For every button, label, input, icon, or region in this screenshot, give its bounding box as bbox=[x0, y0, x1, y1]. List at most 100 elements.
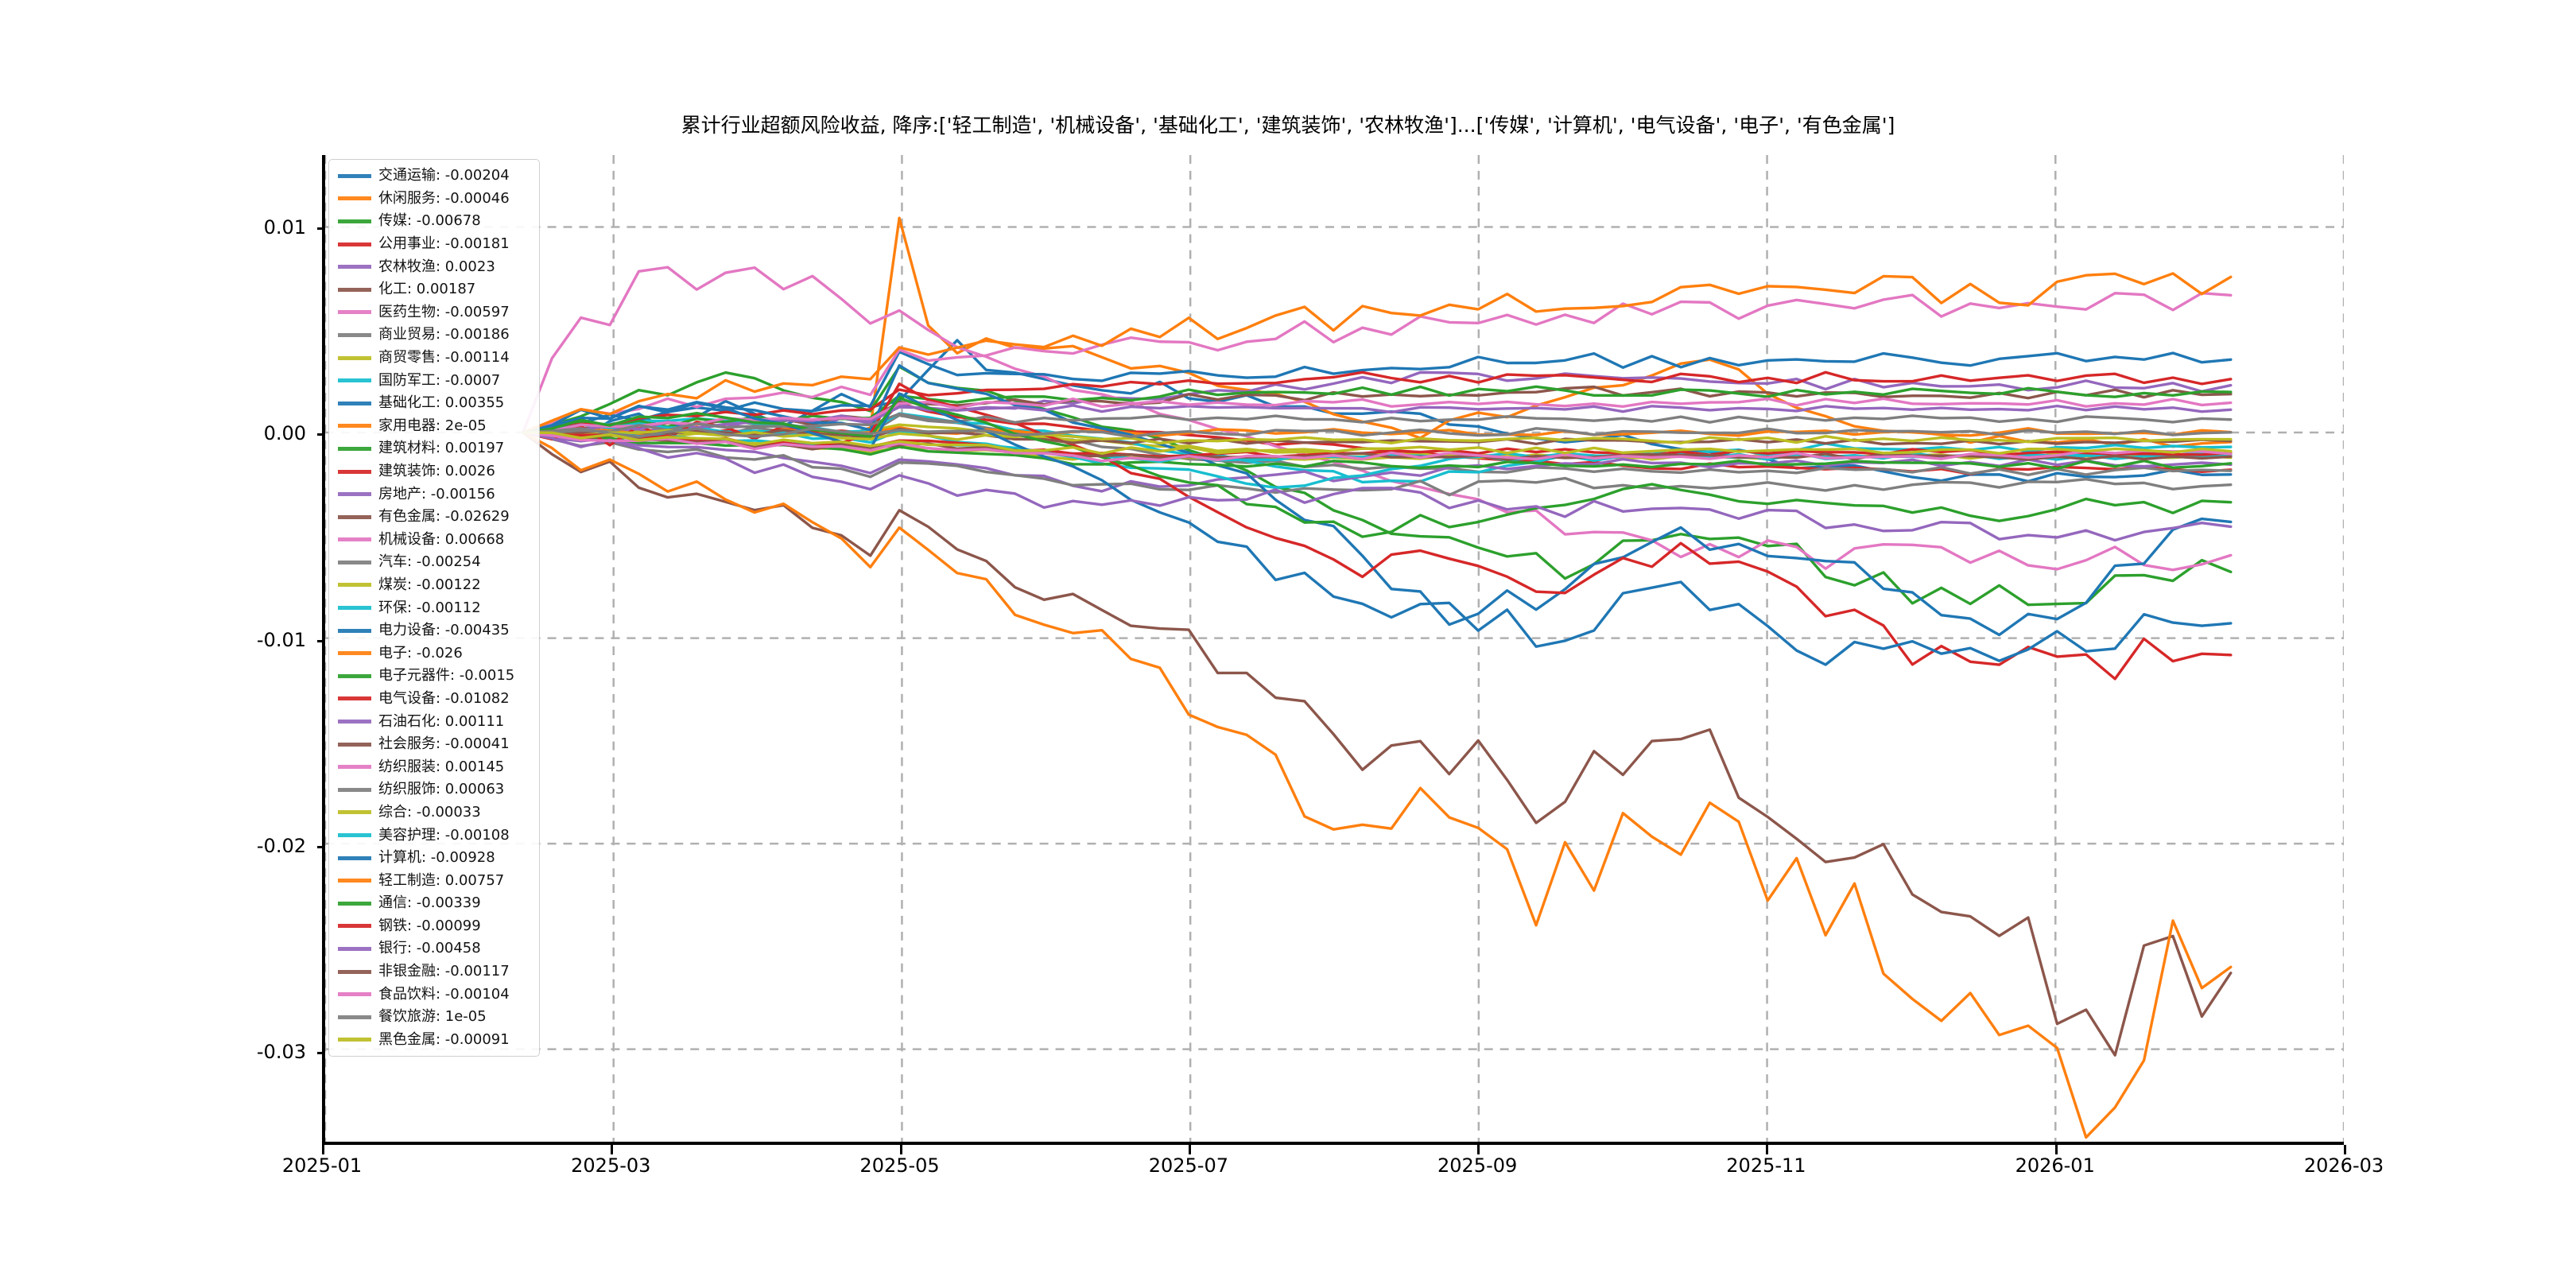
legend-item[interactable]: 医药生物: -0.00597 bbox=[334, 301, 534, 324]
legend-item[interactable]: 电子元器件: -0.0015 bbox=[334, 665, 534, 688]
legend-item[interactable]: 家用电器: 2e-05 bbox=[334, 415, 534, 438]
legend-item[interactable]: 公用事业: -0.00181 bbox=[334, 233, 534, 256]
legend-item[interactable]: 电力设备: -0.00435 bbox=[334, 619, 534, 642]
legend-item-label: 轻工制造: 0.00757 bbox=[378, 871, 505, 889]
legend-item[interactable]: 商业贸易: -0.00186 bbox=[334, 324, 534, 347]
legend-color-swatch bbox=[338, 378, 371, 383]
legend-color-swatch bbox=[338, 469, 371, 474]
legend-item[interactable]: 黑色金属: -0.00091 bbox=[334, 1029, 534, 1052]
legend-item[interactable]: 餐饮旅游: 1e-05 bbox=[334, 1006, 534, 1029]
series-line bbox=[522, 431, 2233, 463]
x-tick-label: 2025-09 bbox=[1437, 1154, 1518, 1177]
series-line bbox=[522, 350, 2233, 434]
x-tick-label: 2025-01 bbox=[281, 1154, 363, 1177]
legend-item[interactable]: 食品饮料: -0.00104 bbox=[334, 983, 534, 1006]
legend-item[interactable]: 综合: -0.00033 bbox=[334, 801, 534, 824]
legend-item[interactable]: 银行: -0.00458 bbox=[334, 937, 534, 960]
y-tick-label: -0.03 bbox=[256, 1041, 306, 1064]
series-line bbox=[522, 397, 2233, 434]
legend-item-label: 家用电器: 2e-05 bbox=[378, 417, 487, 434]
legend-item[interactable]: 化工: 0.00187 bbox=[334, 278, 534, 301]
legend-item[interactable]: 电子: -0.026 bbox=[334, 642, 534, 665]
legend-item[interactable]: 社会服务: -0.00041 bbox=[334, 733, 534, 756]
x-tick-mark bbox=[2344, 1145, 2346, 1154]
plot-area bbox=[322, 155, 2344, 1145]
series-lines-layer bbox=[522, 216, 2233, 1139]
legend-color-swatch bbox=[338, 696, 371, 701]
series-line bbox=[522, 431, 2233, 456]
legend-item[interactable]: 纺织服饰: 0.00063 bbox=[334, 778, 534, 801]
legend-item[interactable]: 交通运输: -0.00204 bbox=[334, 165, 534, 188]
legend-item[interactable]: 商贸零售: -0.00114 bbox=[334, 347, 534, 370]
x-tick-mark bbox=[322, 1145, 324, 1154]
legend-item[interactable]: 美容护理: -0.00108 bbox=[334, 824, 534, 847]
x-tick-mark bbox=[899, 1145, 902, 1154]
legend-color-swatch bbox=[338, 628, 371, 633]
legend-item[interactable]: 传媒: -0.00678 bbox=[334, 210, 534, 233]
legend-item[interactable]: 休闲服务: -0.00046 bbox=[334, 188, 534, 211]
legend-item[interactable]: 计算机: -0.00928 bbox=[334, 847, 534, 870]
legend-item[interactable]: 国防军工: -0.0007 bbox=[334, 369, 534, 392]
legend-item-label: 传媒: -0.00678 bbox=[378, 212, 481, 230]
legend-color-swatch bbox=[338, 651, 371, 656]
legend-item[interactable]: 钢铁: -0.00099 bbox=[334, 915, 534, 938]
legend-item-label: 电力设备: -0.00435 bbox=[378, 622, 510, 639]
x-tick-label: 2026-01 bbox=[2015, 1154, 2095, 1177]
legend-color-swatch bbox=[338, 332, 371, 337]
series-line bbox=[522, 404, 2233, 434]
legend-color-swatch bbox=[338, 1014, 371, 1019]
legend-item[interactable]: 农林牧渔: 0.0023 bbox=[334, 255, 534, 278]
legend-item-label: 医药生物: -0.00597 bbox=[378, 303, 510, 320]
legend-item-label: 银行: -0.00458 bbox=[378, 940, 481, 957]
legend-item[interactable]: 煤炭: -0.00122 bbox=[334, 574, 534, 597]
legend-item[interactable]: 轻工制造: 0.00757 bbox=[334, 869, 534, 892]
legend-color-swatch bbox=[338, 742, 371, 747]
legend-color-swatch bbox=[338, 446, 371, 451]
legend-color-swatch bbox=[338, 720, 371, 724]
legend-color-swatch bbox=[338, 424, 371, 429]
legend-color-swatch bbox=[338, 765, 371, 770]
series-line bbox=[522, 385, 2233, 434]
legend-color-swatch bbox=[338, 879, 371, 883]
series-line bbox=[522, 431, 2233, 493]
legend-item[interactable]: 建筑装饰: 0.0026 bbox=[334, 460, 534, 483]
series-line bbox=[522, 385, 2233, 434]
legend-item-label: 商贸零售: -0.00114 bbox=[378, 349, 510, 367]
x-tick-mark bbox=[1766, 1145, 1769, 1154]
legend-item[interactable]: 有色金属: -0.02629 bbox=[334, 506, 534, 529]
legend-color-swatch bbox=[338, 242, 371, 246]
legend-item[interactable]: 通信: -0.00339 bbox=[334, 892, 534, 915]
legend-item-label: 电气设备: -0.01082 bbox=[378, 689, 510, 707]
y-tick-label: 0.01 bbox=[263, 215, 306, 239]
legend-item[interactable]: 非银金融: -0.00117 bbox=[334, 960, 534, 983]
legend-item[interactable]: 石油石化: 0.00111 bbox=[334, 710, 534, 733]
legend-item[interactable]: 房地产: -0.00156 bbox=[334, 483, 534, 506]
y-tick-label: 0.00 bbox=[263, 422, 306, 445]
x-axis-tick-labels: 2025-01 2025-03 2025-05 2025-07 2025-09 2025-… bbox=[282, 1154, 2384, 1186]
legend-item-label: 房地产: -0.00156 bbox=[378, 485, 495, 502]
legend-item[interactable]: 基础化工: 0.00355 bbox=[334, 392, 534, 415]
legend-color-swatch bbox=[338, 946, 371, 951]
legend-item-label: 国防军工: -0.0007 bbox=[378, 371, 501, 389]
legend-item-label: 有色金属: -0.02629 bbox=[378, 508, 510, 526]
x-tick-mark bbox=[1188, 1145, 1191, 1154]
legend-item-label: 综合: -0.00033 bbox=[378, 803, 481, 821]
legend-item-label: 煤炭: -0.00122 bbox=[378, 576, 481, 593]
legend-item-label: 电子: -0.026 bbox=[378, 644, 463, 661]
legend-item[interactable]: 纺织服装: 0.00145 bbox=[334, 755, 534, 778]
chart-legend[interactable]: 交通运输: -0.00204 休闲服务: -0.00046 传媒: -0.00678… bbox=[328, 159, 540, 1057]
y-tick-label: -0.02 bbox=[256, 834, 306, 857]
legend-item[interactable]: 汽车: -0.00254 bbox=[334, 551, 534, 574]
x-tick-label: 2025-03 bbox=[571, 1154, 651, 1177]
legend-item[interactable]: 机械设备: 0.00668 bbox=[334, 529, 534, 552]
legend-item[interactable]: 环保: -0.00112 bbox=[334, 596, 534, 619]
legend-color-swatch bbox=[338, 537, 371, 542]
legend-item-label: 机械设备: 0.00668 bbox=[378, 530, 505, 548]
legend-color-swatch bbox=[338, 810, 371, 815]
legend-color-swatch bbox=[338, 673, 371, 678]
legend-color-swatch bbox=[338, 514, 371, 519]
y-tick-label: -0.01 bbox=[256, 628, 306, 651]
legend-item-label: 环保: -0.00112 bbox=[378, 599, 481, 616]
legend-item[interactable]: 建筑材料: 0.00197 bbox=[334, 437, 534, 460]
legend-item[interactable]: 电气设备: -0.01082 bbox=[334, 688, 534, 711]
